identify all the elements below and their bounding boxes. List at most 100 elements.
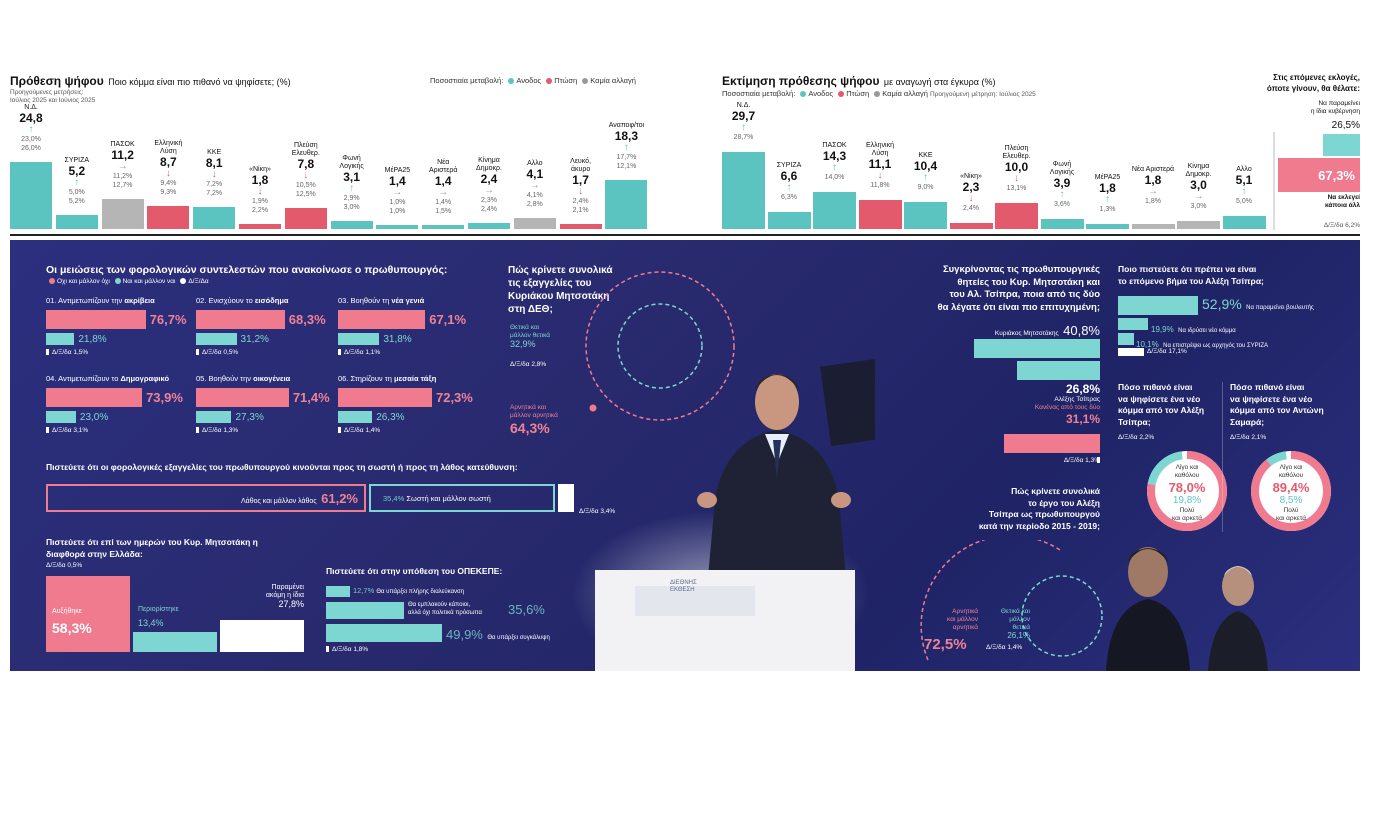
stay-value: 26,5%: [1331, 120, 1360, 131]
bar: [1177, 221, 1220, 229]
dk-bar: [46, 349, 49, 355]
prev-value-label: 14,0%: [824, 173, 845, 181]
category-label: Αναποφ/τοι: [608, 121, 645, 129]
prev-value-label: 3,6%: [1054, 200, 1070, 208]
bar: [904, 201, 947, 229]
bar: [55, 214, 98, 229]
survey-panel: Οι μειώσεις των φορολογικών συντελεστών …: [10, 240, 1360, 671]
prev-value-label: 2,4%: [481, 205, 497, 213]
value-label: 1,7: [572, 173, 589, 188]
stay-bar: [1323, 134, 1360, 156]
dk-bar: [196, 349, 199, 355]
change-arrow: ↑: [786, 181, 792, 193]
opekepe-bar-3: [326, 624, 442, 642]
change-arrow: ↓: [165, 167, 171, 179]
next-step-question: Ποιο πιστεύετε ότι πρέπει να είναι το επό…: [1118, 264, 1264, 286]
bar: [422, 225, 465, 229]
yes-value: 21,8%: [78, 334, 107, 345]
category-label: Ν.Δ.: [24, 104, 38, 112]
category-label: Πλεύση Ελευθερ.: [1002, 145, 1031, 160]
bar: [10, 162, 52, 229]
vote-intention-chart: Πρόθεση ψήφου Ποιο κόμμα είναι πιο πιθαν…: [10, 72, 650, 232]
bar-label-group: Αναποφ/τοι 18,3 ↑ 17,7% 12,1%: [605, 122, 647, 171]
bar: [813, 191, 856, 229]
dk-bar: [196, 427, 199, 433]
category-label: ΜέΡΑ25: [384, 167, 411, 175]
opekepe-bar-1: [326, 586, 350, 597]
yes-bar: [46, 411, 76, 423]
dk-bar: [1118, 348, 1144, 356]
change-arrow: ↑: [623, 141, 629, 153]
category-label: Φωνή Λογικής: [1049, 160, 1075, 176]
opekepe-dk: Δ/Ξ/δα 1,8%: [332, 646, 369, 653]
wrong-direction-bar: Λάθος και μάλλον λάθος 61,2%: [46, 484, 366, 512]
no-value: 67,1%: [429, 312, 467, 327]
category-label: Ελληνική Λύση: [865, 142, 894, 158]
bar: [767, 211, 811, 229]
value-label: 11,1: [868, 157, 892, 172]
opekepe-bar-2: [326, 602, 404, 619]
bar: [1086, 224, 1129, 229]
value-label: 5,1: [1235, 172, 1253, 187]
yes-value: 26,3%: [376, 412, 405, 423]
chart-subtitle: με αναγωγή στα έγκυρα (%): [883, 77, 996, 87]
change-arrow: →: [529, 179, 540, 191]
divider: [10, 234, 1360, 236]
same-bar: [220, 620, 304, 652]
category-label: Κίνημα Δημοκρ.: [476, 156, 502, 172]
tax-item-label: 06. Στηρίζουν τη μεσαία τάξη: [338, 374, 436, 383]
no-value: 68,3%: [288, 312, 326, 327]
tsipras-bar: [1017, 361, 1100, 380]
prev-value-label: 5,0%: [1236, 197, 1252, 205]
direction-dk: Δ/Ξ/δα 3,4%: [579, 508, 616, 515]
tax-item-label: 02. Ενισχύουν το εισόδημα: [196, 296, 289, 305]
change-arrow: →: [438, 187, 449, 199]
change-arrow: ↑: [923, 171, 928, 183]
item-bold: εισόδημα: [254, 296, 289, 305]
yes-value: 31,2%: [240, 334, 269, 345]
no-bar: [46, 310, 146, 329]
bar-label-group: Αλλο 5,1 ↑ 5,0%: [1223, 166, 1266, 206]
category-label: ΜέΡΑ25: [1094, 174, 1121, 182]
bar-label-group: Ν.Δ. 24,8 ↑ 23,0% 26,0%: [10, 104, 52, 153]
bar-label-group: Νέα Αριστερά 1,4 → 1,4% 1,5%: [422, 159, 464, 216]
bar-label-group: Ν.Δ. 29,7 ↑ 28,7%: [722, 102, 765, 142]
category-label: ΠΑΣΟΚ: [110, 140, 135, 148]
prev-value-label: 1,5%: [435, 208, 452, 216]
prev-value-label: 2,9%: [343, 194, 360, 202]
chart-subtitle: Ποιο κόμμα είναι πιο πιθανό να ψηφίσετε;…: [108, 77, 291, 87]
prev-value-label: 1,0%: [389, 199, 406, 207]
change-arrow: ↑: [741, 121, 746, 133]
speaker-illustration: [595, 350, 875, 671]
category-label: Λευκό, άκυρο: [570, 158, 592, 174]
tax-item-label: 05. Βοηθούν την οικογένεια: [196, 374, 290, 383]
bar-area: Ν.Δ. 24,8 ↑ 23,0% 26,0% ΣΥΡΙΖΑ 5,2 ↑ 5,0% 5,2% ΠΑΣ…: [10, 72, 650, 229]
prev-value-label: 1,9%: [252, 198, 268, 206]
change-arrow: →: [484, 184, 494, 196]
value-label: 1,4: [389, 174, 406, 189]
bar: [239, 224, 281, 229]
change-arrow: ↓: [211, 169, 217, 181]
bar: [722, 151, 765, 229]
no-bar: [338, 310, 426, 329]
bar-label-group: Φωνή Λογικής 3,9 ↑ 3,6%: [1041, 161, 1084, 209]
no-value: 71,4%: [292, 390, 330, 405]
yes-value: 31,8%: [383, 334, 412, 345]
prev-value-label: 7,2%: [206, 181, 223, 189]
bar: [1222, 215, 1266, 229]
bar: [101, 198, 144, 229]
next-election-box: Στις επόμενες εκλογές, όποτε γίνουν, θα θ…: [1266, 73, 1360, 230]
decreased-bar: [133, 632, 217, 652]
bar-label-group: Λευκό, άκυρο 1,7 ↓ 2,4% 2,1%: [560, 158, 602, 215]
compare-question: Συγκρίνοντας τις πρωθυπουργικές θητείες τ…: [937, 264, 1100, 313]
prev-value-label: 17,7%: [616, 153, 637, 161]
value-label: 1,8: [251, 173, 269, 188]
chart-title: Πρόθεση ψήφου: [10, 74, 104, 88]
item-number: 03.: [338, 296, 351, 305]
samaras-party-question: Πόσο πιθανό είναι να ψηφίσετε ένα νέο κόμμ…: [1230, 382, 1324, 427]
prev-value-label: 11,2%: [112, 172, 133, 180]
bar-label-group: ΜέΡΑ25 1,8 ↑ 1,3%: [1086, 174, 1129, 214]
prev-value-label: 23,0%: [21, 136, 41, 144]
category-label: Αλλο: [1236, 165, 1252, 173]
category-label: Αλλο: [527, 159, 543, 167]
